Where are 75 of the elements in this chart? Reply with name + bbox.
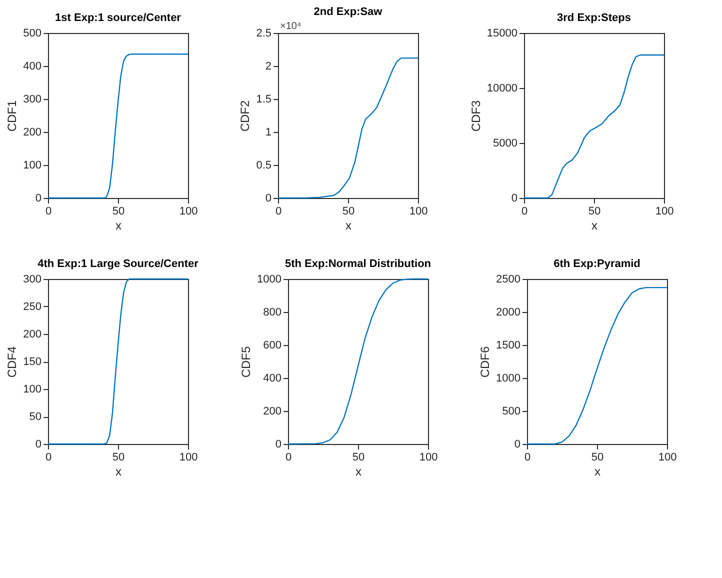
y-tick-label: 100 — [23, 384, 42, 396]
y-tick-label: 50 — [29, 411, 42, 423]
x-tick-label: 100 — [179, 452, 198, 464]
y-axis-title: CDF5 — [239, 346, 254, 378]
y-tick-label: 600 — [263, 340, 282, 352]
y-axis-title: CDF3 — [468, 100, 483, 132]
y-tick-label: 1000 — [257, 274, 282, 286]
y-tick-label: 2.5 — [256, 28, 272, 40]
y-tick-label: 0 — [35, 438, 42, 450]
x-axis-title: x — [116, 218, 122, 232]
x-tick-label: 100 — [655, 206, 674, 218]
y-tick-label: 0 — [275, 438, 282, 450]
x-tick-label: 0 — [524, 452, 531, 464]
y-tick-label: 2000 — [496, 306, 520, 318]
chart-title: 4th Exp:1 Large Source/Center — [38, 258, 200, 270]
text: ×10⁴ — [280, 21, 302, 32]
y-tick-label: 1500 — [496, 340, 520, 352]
y-tick-label: 5000 — [493, 138, 518, 150]
y-tick-label: 0 — [265, 192, 272, 204]
x-tick-label: 50 — [591, 452, 604, 464]
x-tick-label: 0 — [45, 452, 52, 464]
y-tick-label: 250 — [23, 301, 42, 313]
y-tick-label: 500 — [502, 406, 520, 418]
x-tick-label: 50 — [352, 452, 365, 464]
y-tick-label: 1000 — [496, 372, 520, 384]
x-tick-label: 100 — [658, 452, 677, 464]
x-tick-label: 100 — [419, 452, 438, 464]
y-tick-label: 200 — [263, 406, 282, 418]
line-series — [523, 54, 665, 199]
chart-title: 1st Exp:1 source/Center — [55, 12, 182, 24]
x-tick-label: 0 — [45, 206, 52, 218]
y-axis-title: CDF2 — [238, 100, 252, 132]
y-tick-label: 400 — [23, 60, 42, 72]
x-axis-title: x — [346, 218, 352, 232]
y-tick-label: 300 — [23, 94, 42, 106]
y-tick-label: 200 — [23, 328, 42, 340]
y-tick-label: 400 — [263, 372, 282, 384]
y-axis-title: CDF6 — [478, 346, 492, 378]
y-tick-label: 150 — [23, 356, 42, 368]
line-series — [277, 57, 419, 199]
x-axis-title: x — [116, 464, 122, 478]
line-series — [47, 54, 189, 199]
x-tick-label: 100 — [179, 206, 198, 218]
y-axis-title: CDF4 — [5, 346, 20, 378]
y-tick-label: 1.5 — [256, 94, 272, 106]
y-tick-label: 0 — [511, 192, 518, 204]
x-tick-label: 0 — [521, 206, 528, 218]
x-tick-label: 50 — [112, 452, 125, 464]
y-tick-label: 2 — [265, 60, 272, 72]
y-tick-label: 10000 — [486, 82, 518, 94]
line-series — [526, 286, 668, 445]
y-tick-label: 300 — [23, 274, 42, 286]
y-axis-title: CDF1 — [5, 100, 20, 132]
x-tick-label: 50 — [588, 206, 601, 218]
chart-title: 6th Exp:Pyramid — [554, 258, 640, 270]
chart-title: 3rd Exp:Steps — [557, 12, 631, 24]
y-tick-label: 15000 — [486, 28, 518, 40]
y-tick-label: 0.5 — [256, 160, 272, 172]
y-tick-label: 500 — [23, 28, 42, 40]
x-tick-label: 100 — [409, 206, 428, 218]
chart-title: 5th Exp:Normal Distribution — [284, 258, 432, 270]
x-tick-label: 0 — [285, 452, 292, 464]
y-tick-label: 0 — [514, 438, 520, 450]
x-axis-title: x — [356, 464, 362, 478]
x-tick-label: 50 — [342, 206, 355, 218]
x-tick-label: 50 — [112, 206, 125, 218]
y-tick-label: 0 — [35, 192, 42, 204]
x-axis-title: x — [594, 464, 600, 478]
y-tick-label: 2500 — [496, 274, 520, 286]
x-axis-title: x — [592, 218, 598, 232]
y-tick-label: 200 — [23, 126, 42, 138]
y-tick-label: 1 — [265, 126, 272, 138]
y-tick-label: 800 — [263, 306, 282, 318]
chart-title: 2nd Exp:Saw — [314, 6, 383, 18]
y-tick-label: 100 — [23, 160, 42, 172]
